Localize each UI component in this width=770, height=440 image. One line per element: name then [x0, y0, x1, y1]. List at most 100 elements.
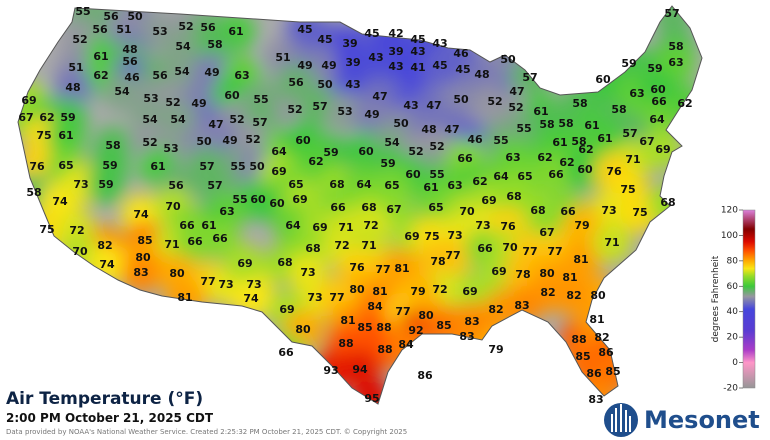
colorbar-tick-label: 20 — [727, 333, 739, 343]
temperature-blob — [276, 63, 316, 103]
colorbar-tick-label: 0 — [732, 358, 738, 368]
station-temperature: 60 — [595, 73, 611, 86]
station-temperature: 54 — [384, 136, 400, 149]
station-temperature: 81 — [177, 291, 192, 304]
temperature-blob — [162, 52, 202, 92]
station-temperature: 52 — [245, 133, 260, 146]
station-temperature: 95 — [364, 392, 379, 405]
station-temperature: 52 — [72, 33, 87, 46]
station-temperature: 65 — [428, 201, 443, 214]
logo-text: Mesonet — [644, 406, 760, 434]
station-temperature: 63 — [668, 56, 683, 69]
station-temperature: 80 — [135, 251, 151, 264]
station-temperature: 47 — [509, 85, 524, 98]
colorbar-label: degrees Fahrenheit — [711, 255, 721, 342]
station-temperature: 60 — [650, 83, 666, 96]
station-temperature: 43 — [432, 37, 447, 50]
station-temperature: 60 — [358, 145, 374, 158]
station-temperature: 69 — [481, 194, 496, 207]
station-temperature: 58 — [207, 38, 222, 51]
station-temperature: 47 — [372, 90, 387, 103]
station-temperature: 43 — [345, 78, 360, 91]
station-temperature: 72 — [69, 224, 84, 237]
station-temperature: 48 — [122, 43, 137, 56]
station-temperature: 49 — [204, 66, 219, 79]
station-temperature: 52 — [287, 103, 302, 116]
station-temperature: 48 — [65, 81, 80, 94]
temperature-blob — [121, 253, 161, 293]
station-temperature: 52 — [165, 96, 180, 109]
station-temperature: 45 — [455, 63, 470, 76]
station-temperature: 45 — [317, 33, 332, 46]
station-temperature: 58 — [668, 40, 683, 53]
station-temperature: 71 — [338, 221, 353, 234]
station-temperature: 58 — [558, 117, 573, 130]
station-temperature: 39 — [342, 37, 357, 50]
station-temperature: 63 — [629, 87, 644, 100]
station-temperature: 62 — [308, 155, 323, 168]
station-temperature: 60 — [577, 163, 593, 176]
station-temperature: 85 — [605, 365, 620, 378]
station-temperature: 85 — [575, 350, 590, 363]
temperature-blob — [441, 80, 481, 120]
station-temperature: 50 — [453, 93, 469, 106]
station-temperature: 61 — [150, 160, 165, 173]
station-temperature: 77 — [445, 249, 460, 262]
station-temperature: 68 — [277, 256, 292, 269]
station-temperature: 78 — [430, 255, 445, 268]
station-temperature: 75 — [39, 223, 54, 236]
station-temperature: 69 — [462, 285, 477, 298]
station-temperature: 50 — [196, 135, 212, 148]
station-temperature: 47 — [444, 123, 459, 136]
station-temperature: 54 — [170, 113, 186, 126]
station-temperature: 83 — [514, 299, 529, 312]
station-temperature: 70 — [165, 200, 181, 213]
station-temperature: 77 — [329, 291, 344, 304]
station-temperature: 45 — [297, 23, 312, 36]
station-temperature: 81 — [589, 313, 604, 326]
station-temperature: 59 — [380, 157, 395, 170]
map-title: Air Temperature (°F) — [6, 389, 203, 409]
station-temperature: 73 — [300, 266, 315, 279]
station-temperature: 67 — [18, 111, 33, 124]
station-temperature: 80 — [295, 323, 311, 336]
colorbar-tick-label: 100 — [721, 231, 738, 241]
station-temperature: 80 — [169, 267, 185, 280]
colorbar-tick-label: 60 — [727, 282, 739, 292]
station-temperature: 88 — [571, 333, 586, 346]
station-temperature: 69 — [237, 257, 252, 270]
station-temperature: 73 — [475, 219, 490, 232]
station-temperature: 80 — [539, 267, 555, 280]
station-temperature: 59 — [323, 146, 338, 159]
station-temperature: 69 — [404, 230, 419, 243]
station-temperature: 61 — [423, 181, 438, 194]
credit: Data provided by NOAA's National Weather… — [6, 428, 407, 436]
station-temperature: 94 — [352, 363, 368, 376]
station-temperature: 49 — [191, 97, 206, 110]
station-temperature: 73 — [218, 278, 233, 291]
station-temperature: 88 — [377, 343, 392, 356]
station-temperature: 62 — [578, 143, 593, 156]
temperature-blob — [53, 68, 93, 108]
station-temperature: 70 — [72, 245, 88, 258]
station-temperature: 54 — [114, 85, 130, 98]
station-temperature: 79 — [410, 285, 425, 298]
station-temperature: 43 — [403, 99, 418, 112]
temperature-blob — [86, 165, 126, 205]
station-temperature: 45 — [364, 27, 379, 40]
station-temperature: 68 — [506, 190, 521, 203]
station-temperature: 68 — [530, 204, 545, 217]
station-temperature: 85 — [436, 319, 451, 332]
station-temperature: 59 — [621, 57, 636, 70]
station-temperature: 77 — [200, 275, 215, 288]
station-temperature: 63 — [234, 69, 249, 82]
station-temperature: 83 — [588, 393, 603, 406]
station-temperature: 62 — [537, 151, 552, 164]
station-temperature: 81 — [562, 271, 577, 284]
station-temperature: 64 — [271, 145, 287, 158]
station-temperature: 56 — [288, 76, 304, 89]
station-temperature: 57 — [522, 71, 537, 84]
